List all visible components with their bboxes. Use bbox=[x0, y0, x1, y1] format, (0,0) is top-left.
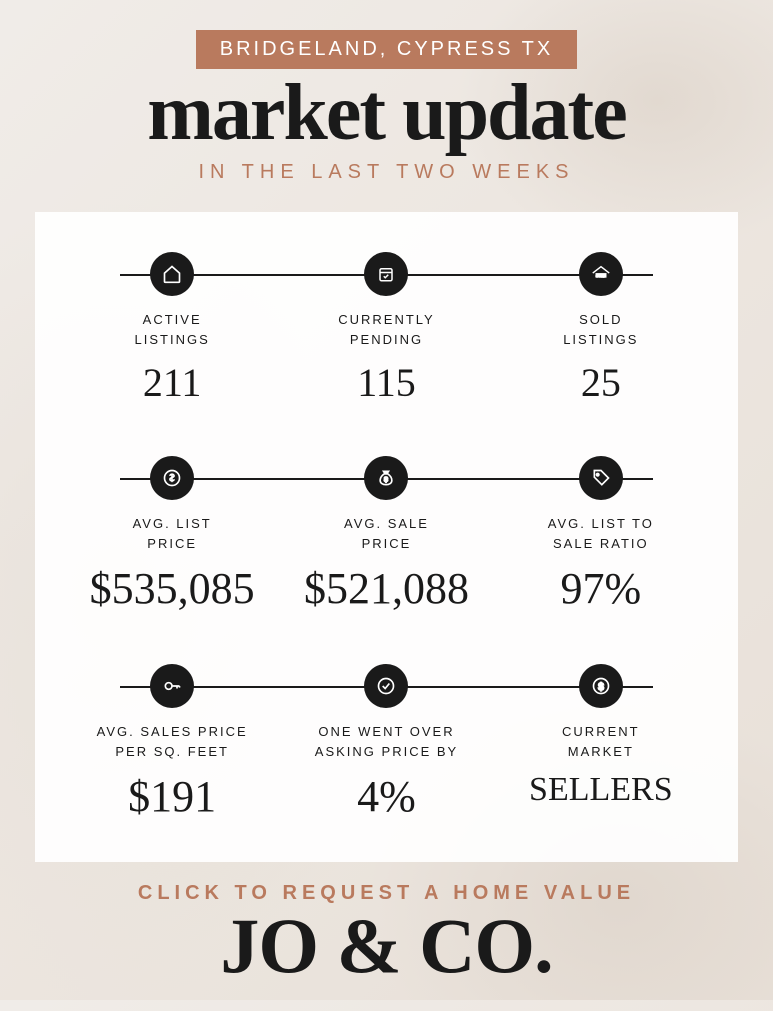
stat-avg-list-price: AVG. LIST PRICE $535,085 bbox=[65, 456, 279, 614]
stat-label: ACTIVE LISTINGS bbox=[65, 310, 279, 349]
stat-active-listings: ACTIVE LISTINGS 211 bbox=[65, 252, 279, 406]
stat-currently-pending: CURRENTLY PENDING 115 bbox=[279, 252, 493, 406]
dollar-sign-icon: $ bbox=[579, 664, 623, 708]
brand-logo: JO & CO. bbox=[35, 901, 738, 991]
stat-list-to-sale-ratio: AVG. LIST TO SALE RATIO 97% bbox=[494, 456, 708, 614]
subtitle: IN THE LAST TWO WEEKS bbox=[35, 161, 738, 184]
page-title: market update bbox=[35, 73, 738, 153]
stats-row-3: AVG. SALES PRICE PER SQ. FEET $191 ONE W… bbox=[65, 664, 708, 822]
stat-value: $191 bbox=[65, 771, 279, 822]
stat-sold-listings: SOLD SOLD LISTINGS 25 bbox=[494, 252, 708, 406]
stat-label: AVG. SALE PRICE bbox=[279, 514, 493, 553]
home-icon bbox=[150, 252, 194, 296]
stat-value: 115 bbox=[279, 359, 493, 406]
dollar-circle-icon bbox=[150, 456, 194, 500]
calendar-icon bbox=[364, 252, 408, 296]
stat-value: $535,085 bbox=[65, 563, 279, 614]
svg-text:SOLD: SOLD bbox=[596, 274, 607, 278]
check-circle-icon bbox=[364, 664, 408, 708]
svg-text:$: $ bbox=[598, 682, 604, 693]
stat-avg-sale-price: $ AVG. SALE PRICE $521,088 bbox=[279, 456, 493, 614]
stat-label: ONE WENT OVER ASKING PRICE BY bbox=[279, 722, 493, 761]
tag-icon bbox=[579, 456, 623, 500]
stat-label: AVG. SALES PRICE PER SQ. FEET bbox=[65, 722, 279, 761]
stats-row-1: ACTIVE LISTINGS 211 CURRENTLY PENDING 11… bbox=[65, 252, 708, 406]
stat-label: AVG. LIST PRICE bbox=[65, 514, 279, 553]
content-wrapper: BRIDGELAND, CYPRESS TX market update IN … bbox=[0, 0, 773, 1011]
stat-label: SOLD LISTINGS bbox=[494, 310, 708, 349]
sold-icon: SOLD bbox=[579, 252, 623, 296]
stat-value: SELLERS bbox=[494, 771, 708, 809]
stat-label: CURRENT MARKET bbox=[494, 722, 708, 761]
stat-value: 211 bbox=[65, 359, 279, 406]
location-badge: BRIDGELAND, CYPRESS TX bbox=[196, 30, 577, 69]
stat-over-asking: ONE WENT OVER ASKING PRICE BY 4% bbox=[279, 664, 493, 822]
stats-row-2: AVG. LIST PRICE $535,085 $ AVG. SALE PRI… bbox=[65, 456, 708, 614]
stat-label: CURRENTLY PENDING bbox=[279, 310, 493, 349]
stat-label: AVG. LIST TO SALE RATIO bbox=[494, 514, 708, 553]
stat-value: 25 bbox=[494, 359, 708, 406]
stat-current-market: $ CURRENT MARKET SELLERS bbox=[494, 664, 708, 822]
key-icon bbox=[150, 664, 194, 708]
money-bag-icon: $ bbox=[364, 456, 408, 500]
stat-price-per-sqft: AVG. SALES PRICE PER SQ. FEET $191 bbox=[65, 664, 279, 822]
stat-value: $521,088 bbox=[279, 563, 493, 614]
svg-text:$: $ bbox=[385, 476, 389, 483]
stats-card: ACTIVE LISTINGS 211 CURRENTLY PENDING 11… bbox=[35, 212, 738, 862]
stat-value: 97% bbox=[494, 563, 708, 614]
stat-value: 4% bbox=[279, 771, 493, 822]
